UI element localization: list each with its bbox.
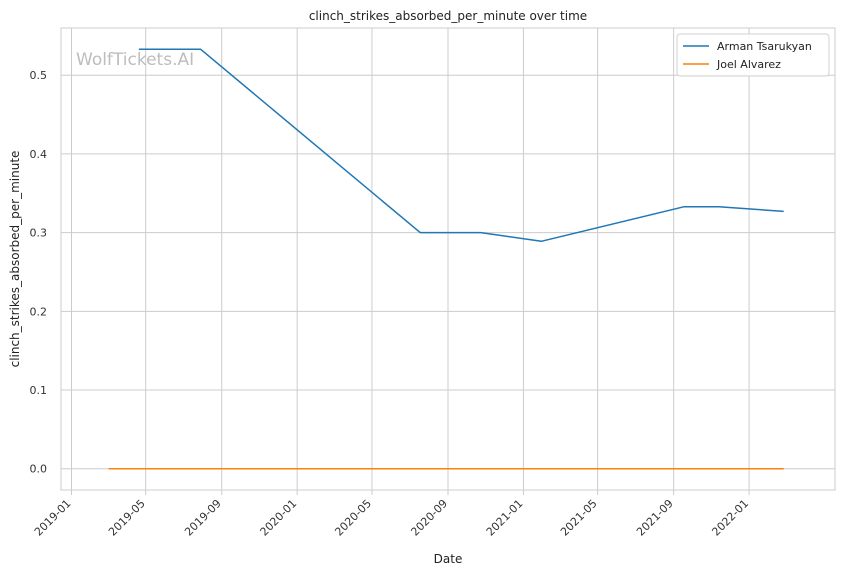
x-axis-label: Date: [434, 552, 463, 566]
legend-box: [676, 33, 830, 77]
y-tick-label: 0.2: [30, 305, 48, 318]
series-line-1: [138, 48, 784, 243]
y-tick-label: 0.0: [30, 463, 48, 476]
y-axis-label: clinch_strikes_absorbed_per_minute: [8, 151, 22, 368]
x-tick-label: 2021-01: [484, 497, 526, 539]
y-tick-label: 0.1: [30, 384, 48, 397]
legend: Arman Tsarukyan Joel Alvarez: [676, 33, 830, 77]
x-tick-label: 2019-05: [106, 497, 148, 539]
y-tick-label: 0.5: [30, 69, 48, 82]
series-layer: [108, 48, 784, 470]
x-tick-label: 2019-09: [182, 497, 224, 539]
x-tick-label: 2021-05: [558, 497, 600, 539]
y-tick-label: 0.3: [30, 227, 48, 240]
x-tick-label: 2020-05: [332, 497, 374, 539]
chart-title: clinch_strikes_absorbed_per_minute over …: [309, 9, 587, 23]
watermark: WolfTickets.AI: [76, 50, 194, 70]
legend-entry-label: Joel Alvarez: [716, 58, 781, 71]
x-axis-ticks: 2019-01 2019-05 2019-09 2020-01 2020-05 2020-…: [32, 490, 751, 539]
x-tick-label: 2020-09: [408, 497, 450, 539]
x-tick-label: 2019-01: [32, 497, 74, 539]
x-tick-label: 2022-01: [709, 497, 751, 539]
y-axis-ticks: 0.0 0.1 0.2 0.3 0.4 0.5: [30, 69, 48, 476]
y-tick-label: 0.4: [30, 148, 48, 161]
grid: [61, 28, 835, 490]
x-tick-label: 2020-01: [258, 497, 300, 539]
legend-entry-label: Arman Tsarukyan: [717, 40, 812, 53]
x-tick-label: 2021-09: [634, 497, 676, 539]
